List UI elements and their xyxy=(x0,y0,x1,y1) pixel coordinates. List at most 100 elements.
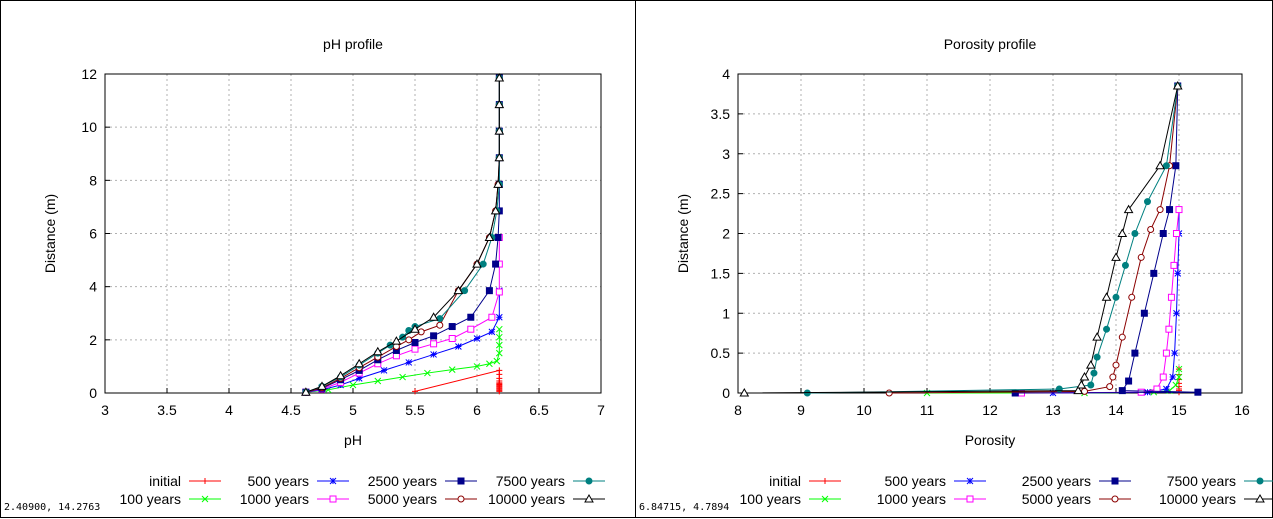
data-point xyxy=(1128,293,1136,301)
legend-item: 7500 years xyxy=(496,473,605,489)
data-point xyxy=(1079,372,1090,381)
x-tick-label: 12 xyxy=(982,402,998,418)
data-point xyxy=(1147,226,1155,234)
data-point xyxy=(1073,385,1084,395)
data-point xyxy=(411,338,419,346)
data-point xyxy=(430,351,437,358)
data-point xyxy=(372,346,383,356)
legend-label: 500 years xyxy=(248,473,309,489)
data-point xyxy=(1172,230,1180,237)
data-point xyxy=(885,389,893,397)
legend-swatch-marker xyxy=(585,477,593,485)
legend-swatch-marker xyxy=(821,495,829,503)
data-point xyxy=(430,332,438,340)
data-point xyxy=(453,285,464,295)
data-point xyxy=(1076,380,1087,389)
y-tick-label: 2 xyxy=(722,226,730,242)
y-tick-label: 2 xyxy=(89,332,97,348)
y-tick-label: 4 xyxy=(89,279,97,295)
x-tick-label: 5 xyxy=(349,402,357,418)
legend-label: 7500 years xyxy=(496,473,565,489)
y-tick-label: 1.5 xyxy=(711,265,731,281)
data-point xyxy=(488,328,496,336)
data-point xyxy=(493,179,503,188)
legend-label: 100 years xyxy=(120,491,181,507)
x-tick-label: 14 xyxy=(1108,402,1124,418)
x-tick-label: 16 xyxy=(1234,402,1250,418)
legend-swatch-marker xyxy=(1256,477,1264,485)
data-point xyxy=(493,357,501,365)
data-point xyxy=(484,232,495,241)
series-1000-years xyxy=(1018,206,1183,397)
series-7500-years xyxy=(302,74,503,396)
legend-swatch-marker xyxy=(457,495,465,503)
data-point xyxy=(494,99,505,109)
data-point xyxy=(455,343,462,350)
chart-title: pH profile xyxy=(323,36,383,52)
data-point xyxy=(405,359,413,366)
legend-swatch-marker xyxy=(329,495,337,503)
ph-profile-chart: pH profile 3 3.5 4 4.5 5 5.5 6 6.5 7 0 2 4 6 8 10 12 pH Di… xyxy=(42,36,605,507)
x-axis-label: Porosity xyxy=(965,432,1016,448)
legend-item: initial xyxy=(149,473,221,489)
data-point xyxy=(1169,373,1177,381)
y-tick-label: 8 xyxy=(89,172,97,188)
series-line xyxy=(1021,209,1180,394)
data-point xyxy=(1163,385,1170,393)
x-tick-label: 3 xyxy=(101,402,109,418)
legend-label: 2500 years xyxy=(1022,473,1091,489)
data-point xyxy=(1085,360,1096,369)
data-point xyxy=(485,287,493,295)
legend-swatch-marker xyxy=(202,478,208,484)
data-point xyxy=(448,335,456,343)
legend-swatch-marker xyxy=(584,493,594,503)
data-point xyxy=(495,333,503,341)
data-point xyxy=(1159,230,1167,237)
legend-label: 500 years xyxy=(885,473,946,489)
data-point xyxy=(1174,270,1182,277)
data-point xyxy=(495,288,503,296)
series-line xyxy=(305,77,500,393)
x-tick-label: 3.5 xyxy=(157,402,177,418)
y-tick-label: 3 xyxy=(722,146,730,162)
data-point xyxy=(355,375,363,382)
x-tick-label: 10 xyxy=(856,402,872,418)
data-point xyxy=(1144,198,1151,206)
data-point xyxy=(494,233,502,241)
legend-swatch-marker xyxy=(966,477,974,485)
legend-item: 2500 years xyxy=(1022,473,1131,489)
data-point xyxy=(1131,230,1139,237)
x-tick-label: 5.5 xyxy=(405,402,425,418)
data-point xyxy=(317,381,327,390)
data-point xyxy=(496,367,503,374)
data-point xyxy=(1159,373,1167,381)
series-10000-years xyxy=(301,72,505,396)
legend-item: 2500 years xyxy=(368,473,477,489)
data-point xyxy=(374,377,382,385)
data-point xyxy=(1123,204,1134,214)
x-tick-label: 7 xyxy=(597,402,605,418)
data-point xyxy=(1106,383,1114,391)
data-point xyxy=(428,312,439,321)
data-point xyxy=(486,360,493,368)
data-point xyxy=(1170,261,1178,269)
series-line xyxy=(305,329,500,393)
series-5000-years xyxy=(885,82,1182,397)
data-point xyxy=(1112,293,1120,301)
x-tick-label: 6 xyxy=(473,402,481,418)
legend-label: 1000 years xyxy=(877,491,946,507)
y-tick-label: 6 xyxy=(89,226,97,242)
series-line xyxy=(1015,85,1198,394)
data-point xyxy=(1103,325,1111,333)
legend: initial 100 years 500 years 1000 years 2500 … xyxy=(740,473,1273,507)
data-point xyxy=(1093,353,1101,361)
y-tick-label: 10 xyxy=(81,119,97,135)
porosity-profile-chart: Porosity profile 8 9 10 11 12 13 14 15 16 0 0.5 1 1.5… xyxy=(675,36,1273,507)
legend-item: 500 years xyxy=(248,473,349,489)
data-point xyxy=(1162,162,1170,170)
data-point xyxy=(1125,377,1133,385)
data-point xyxy=(495,325,503,333)
ph-profile-panel: pH profile 3 3.5 4 4.5 5 5.5 6 6.5 7 0 2 4 6 8 10 12 pH Di… xyxy=(0,0,636,518)
legend-label: 5000 years xyxy=(368,491,437,507)
data-point xyxy=(739,387,750,397)
